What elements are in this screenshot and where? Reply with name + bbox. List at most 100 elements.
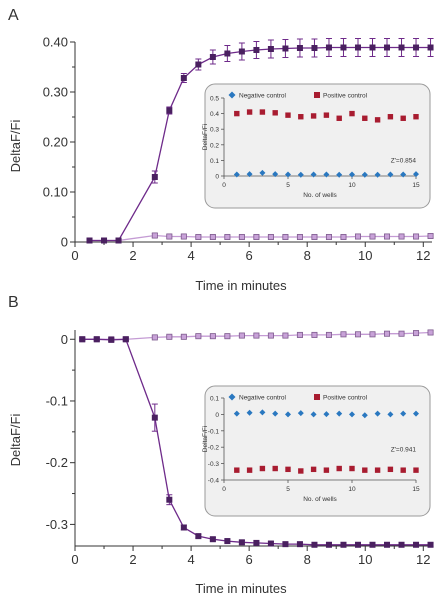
positive-data-point [180,524,187,531]
negative-data-point [413,233,420,240]
positive-data-point [267,46,274,53]
inset-legend-positive-label: Positive control [323,394,368,401]
negative-data-point [238,233,245,240]
inset-z-factor-annotation: Z'=0.854 [391,158,417,165]
positive-data-point [413,44,420,51]
x-tick-label: 4 [187,552,194,567]
inset-positive-point [234,110,240,117]
positive-data-point [296,45,303,52]
inset-positive-point [323,112,330,118]
inset-positive-point [285,112,291,118]
inset-negative-point [285,171,291,178]
panel-label-a: A [8,7,19,24]
negative-data-point [325,233,332,240]
y-tick-label: -0.2 [46,455,68,470]
x-tick-label: 8 [304,552,311,567]
positive-data-point [384,44,391,51]
negative-data-point [369,331,376,338]
inset-x-axis-label: No. of wells [303,496,337,503]
negative-data-point [282,233,289,240]
x-tick-label: 10 [358,552,372,567]
inset-positive-point [310,113,317,119]
negative-data-point [166,233,173,240]
inset-positive-point [259,465,266,472]
positive-data-point [427,541,434,548]
positive-data-point [166,496,173,503]
negative-data-point [398,330,405,337]
negative-data-point [282,332,289,339]
negative-data-point [209,333,216,340]
inset-legend-negative-label: Negative control [239,394,287,401]
positive-data-point [311,45,318,52]
inset-legend-negative-label: Negative control [239,92,287,99]
negative-data-point [311,331,318,338]
inset-positive-point [336,465,342,472]
inset-positive-point [413,467,419,473]
inset-negative-point [374,171,381,178]
negative-data-point [340,331,347,338]
inset-negative-point [246,409,253,416]
positive-data-point [101,237,108,244]
negative-data-point [354,331,361,338]
inset-y-axis-label: DeltaF/Fi [202,426,209,452]
inset-negative-point [272,171,279,178]
inset-negative-point [259,169,266,176]
negative-data-point [151,232,158,239]
inset-negative-point [349,411,355,418]
inset-z-factor-annotation: Z'=0.941 [391,446,417,453]
positive-data-point [325,44,332,51]
positive-data-point [209,54,216,61]
x-tick-label: 2 [129,552,136,567]
negative-data-point [384,330,391,337]
y-axis-label-b: DeltaF/Fi [8,414,23,467]
negative-data-point [238,332,245,339]
negative-data-point [253,233,260,240]
negative-data-point [311,233,318,240]
y-tick-label: 0 [61,332,68,347]
inset-negative-point [259,409,266,416]
inset-x-tick-label: 15 [412,486,420,493]
inset-negative-point [323,411,330,418]
positive-data-point [282,541,289,548]
inset-positive-point [234,467,240,473]
positive-data-point [253,539,260,546]
negative-data-point [166,333,173,340]
positive-data-point [209,536,216,543]
inset-negative-point [310,171,317,178]
inset-y-tick-label: 0.1 [210,396,219,403]
inset-legend-negative-marker [228,91,236,99]
inset-negative-point [233,410,240,417]
y-tick-label: -0.1 [46,393,68,408]
panel-label-b: B [8,294,19,311]
positive-data-point [108,336,115,343]
inset-positive-point [246,467,253,473]
inset-x-tick-label: 0 [222,182,226,189]
positive-data-point [238,539,245,546]
negative-data-point [195,233,202,240]
positive-data-point [224,50,231,57]
negative-data-point [151,334,158,341]
inset-y-tick-label: 0.3 [210,127,219,134]
y-tick-label: -0.3 [46,517,68,532]
inset-positive-point [298,114,304,120]
inset-box [204,385,431,517]
negative-data-point [398,233,405,240]
negative-data-point [413,330,420,337]
inset-x-tick-label: 10 [348,182,356,189]
inset-positive-point [246,109,253,115]
inset-y-tick-label: 0.4 [210,111,219,118]
positive-data-point [151,414,158,421]
negative-data-point [224,233,231,240]
negative-data-point [180,233,187,240]
positive-data-point [398,44,405,51]
inset-negative-point [400,171,407,178]
positive-data-point [384,541,391,548]
positive-data-point [325,541,332,548]
positive-data-point [413,541,420,548]
inset-negative-point [297,171,304,178]
x-tick-label: 2 [129,248,136,263]
inset-negative-point [272,410,279,417]
inset-negative-point [246,171,253,178]
positive-data-point [93,336,100,343]
positive-data-point [296,541,303,548]
